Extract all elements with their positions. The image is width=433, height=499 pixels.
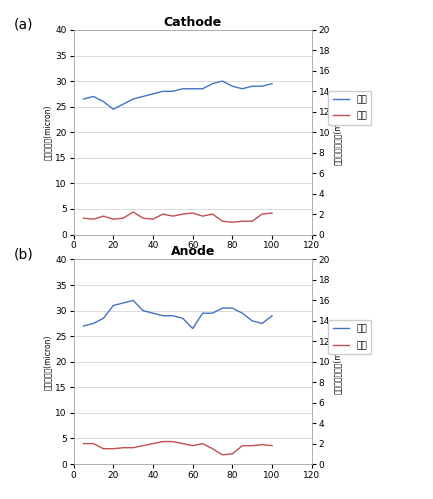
Title: Anode: Anode xyxy=(171,246,215,258)
Y-axis label: 츉매층두께편차(micron): 츉매층두께편차(micron) xyxy=(333,100,342,165)
Text: (b): (b) xyxy=(14,247,34,261)
Legend: 두께, 편차: 두께, 편차 xyxy=(328,90,372,125)
Y-axis label: 츉매층두께(micron): 츉매층두께(micron) xyxy=(43,104,52,160)
Y-axis label: 츉매층두께(micron): 츉매층두께(micron) xyxy=(43,334,52,390)
Title: Cathode: Cathode xyxy=(164,16,222,29)
Y-axis label: 츉매층두께편차(micron): 츉매층두께편차(micron) xyxy=(333,329,342,394)
Legend: 두께, 편차: 두께, 편차 xyxy=(328,320,372,354)
Text: (a): (a) xyxy=(14,17,34,31)
